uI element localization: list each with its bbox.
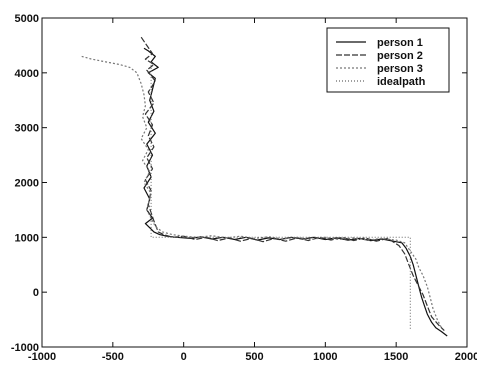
y-tick-label: 0 xyxy=(33,287,39,299)
axis-ticks: -1000 -500 0 500 1000 1500 2000 -1000 0 1000 2000 3… xyxy=(11,13,477,363)
x-tick-label: 500 xyxy=(245,351,263,363)
y-tick-label: 2000 xyxy=(15,178,39,190)
x-tick-label: 1500 xyxy=(384,351,408,363)
legend-label: idealpath xyxy=(377,76,426,88)
x-tick-label: -1000 xyxy=(28,351,56,363)
series-line-person-3 xyxy=(81,55,443,329)
series-group xyxy=(81,36,448,337)
x-tick-label: 1000 xyxy=(313,351,337,363)
y-tick-label: 5000 xyxy=(15,13,39,25)
legend-label: person 3 xyxy=(377,63,423,75)
y-tick-label: 3000 xyxy=(15,123,39,135)
x-tick-label: -500 xyxy=(102,351,124,363)
x-tick-label: 0 xyxy=(181,351,187,363)
legend-label: person 2 xyxy=(377,50,423,62)
y-tick-label: 4000 xyxy=(15,68,39,80)
legend-box xyxy=(326,27,450,93)
series-line-idealpath xyxy=(150,61,411,331)
legend-label: person 1 xyxy=(377,37,423,49)
series-line-person-2 xyxy=(140,36,445,332)
y-tick-label: 1000 xyxy=(15,232,39,244)
x-tick-label: 2000 xyxy=(455,351,477,363)
y-tick-label: -1000 xyxy=(11,342,39,354)
